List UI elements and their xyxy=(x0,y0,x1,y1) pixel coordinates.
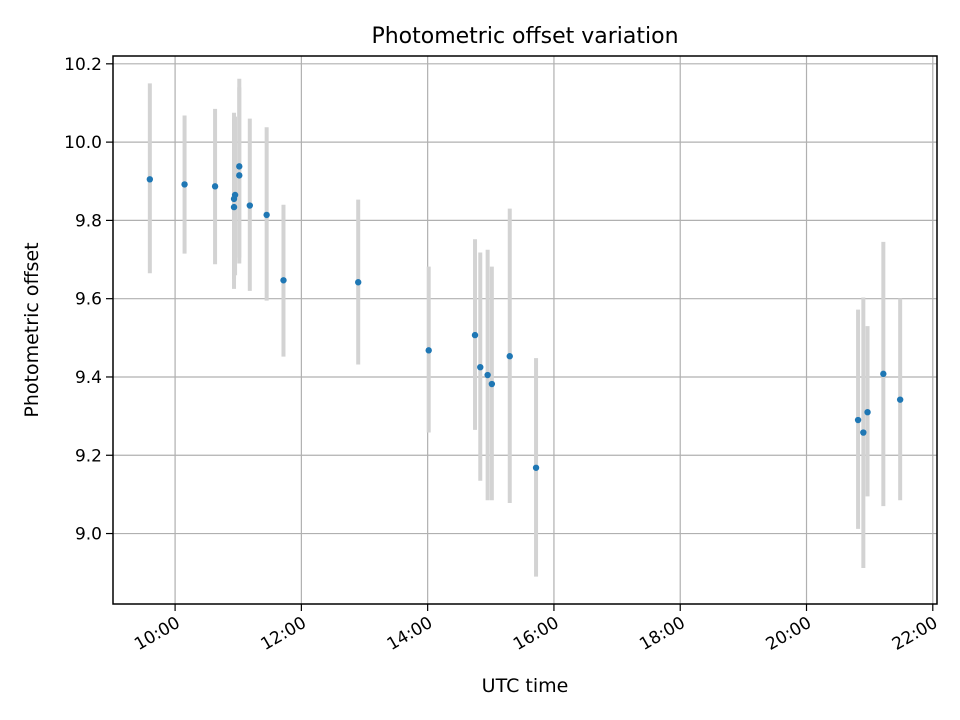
y-tick-label: 9.4 xyxy=(75,368,102,388)
y-axis-label: Photometric offset xyxy=(21,242,43,417)
chart-title: Photometric offset variation xyxy=(371,24,678,49)
data-point xyxy=(854,416,862,424)
data-point xyxy=(263,211,270,219)
data-point xyxy=(484,371,491,379)
data-point xyxy=(146,176,154,183)
data-point xyxy=(532,464,540,471)
data-point xyxy=(880,370,887,378)
data-point xyxy=(425,347,432,354)
data-points xyxy=(146,163,904,471)
data-point xyxy=(477,363,484,371)
data-point xyxy=(246,202,254,209)
data-point xyxy=(280,277,287,284)
data-point xyxy=(181,181,188,188)
plot-frame xyxy=(112,55,938,605)
data-point xyxy=(236,172,243,179)
y-tick-label: 10.2 xyxy=(64,55,102,75)
y-axis-ticks: 9.0 9.2 9.4 9.6 9.8 10.0 10.2 xyxy=(64,55,113,545)
data-point xyxy=(860,429,867,436)
data-point xyxy=(488,380,496,388)
data-point xyxy=(231,191,239,199)
data-point xyxy=(506,353,513,360)
y-tick-label: 9.0 xyxy=(75,525,102,545)
x-axis-label: UTC time xyxy=(482,675,569,697)
data-point xyxy=(896,396,904,403)
data-point xyxy=(236,163,243,170)
data-point xyxy=(230,203,238,211)
data-point xyxy=(471,331,479,339)
y-tick-label: 9.8 xyxy=(75,211,102,231)
y-tick-label: 9.2 xyxy=(75,446,102,466)
y-tick-label: 9.6 xyxy=(75,290,102,310)
data-point xyxy=(211,183,219,190)
y-tick-label: 10.0 xyxy=(64,133,102,153)
data-point xyxy=(864,409,871,416)
data-point xyxy=(355,279,362,286)
